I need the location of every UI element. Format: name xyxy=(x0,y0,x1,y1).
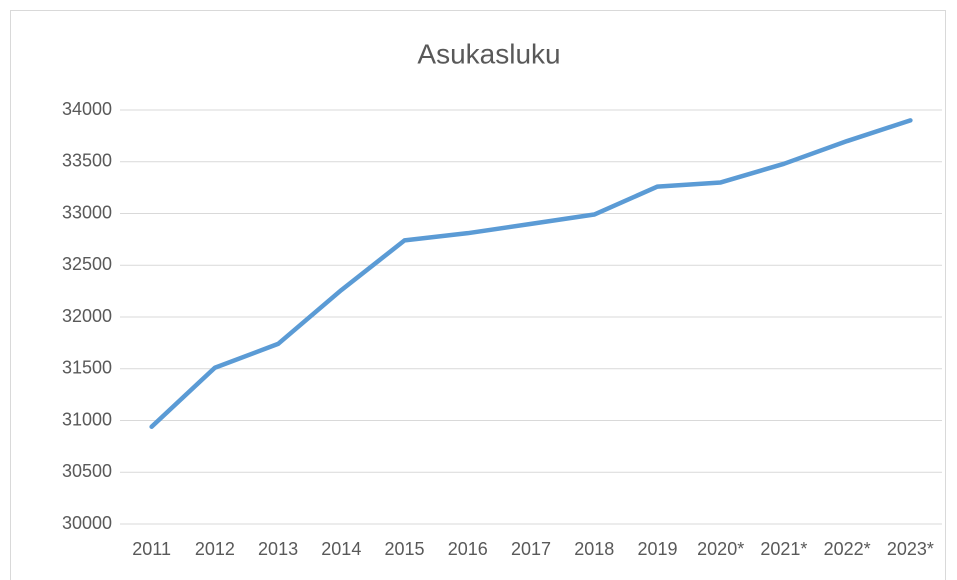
x-tick-label: 2021* xyxy=(760,539,807,559)
x-tick-label: 2011 xyxy=(132,539,171,559)
x-tick-label: 2012 xyxy=(195,539,235,559)
y-tick-label: 34000 xyxy=(62,99,112,119)
x-tick-label: 2020* xyxy=(697,539,744,559)
x-tick-label: 2022* xyxy=(824,539,871,559)
x-tick-label: 2017 xyxy=(511,539,551,559)
x-tick-label: 2023* xyxy=(887,539,934,559)
y-tick-label: 33000 xyxy=(62,202,112,222)
x-tick-label: 2018 xyxy=(574,539,614,559)
x-tick-label: 2014 xyxy=(321,539,361,559)
chart-title: Asukasluku xyxy=(417,38,560,69)
x-tick-label: 2015 xyxy=(385,539,425,559)
chart-frame xyxy=(10,10,946,580)
y-tick-label: 33500 xyxy=(62,151,112,171)
y-tick-label: 31000 xyxy=(62,409,112,429)
y-tick-label: 30000 xyxy=(62,513,112,533)
y-tick-label: 31500 xyxy=(62,358,112,378)
x-tick-label: 2019 xyxy=(637,539,677,559)
y-tick-label: 32500 xyxy=(62,254,112,274)
y-tick-label: 30500 xyxy=(62,461,112,481)
x-tick-label: 2016 xyxy=(448,539,488,559)
line-series xyxy=(149,118,913,429)
x-tick-label: 2013 xyxy=(258,539,298,559)
y-tick-label: 32000 xyxy=(62,306,112,326)
